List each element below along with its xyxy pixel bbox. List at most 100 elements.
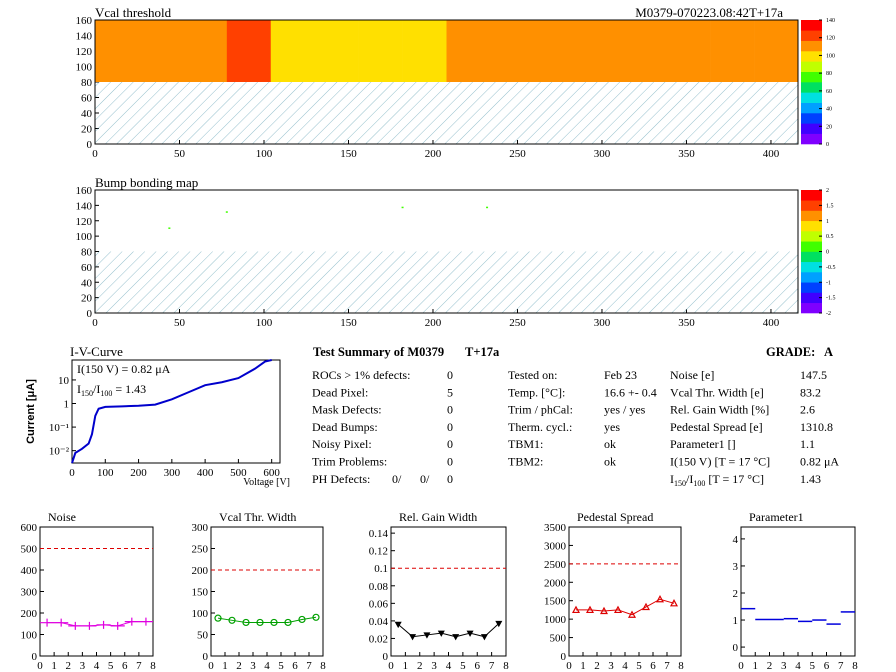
y-tick-label: 300 bbox=[21, 587, 38, 599]
x-tick-label: 0 bbox=[92, 317, 98, 329]
heat-cell bbox=[754, 20, 799, 82]
x-tick-label: 2 bbox=[594, 660, 600, 672]
summary-label: TBM2: bbox=[508, 455, 543, 469]
x-tick-label: 1 bbox=[753, 660, 759, 672]
marker bbox=[40, 618, 55, 627]
x-tick-label: 1 bbox=[51, 660, 57, 672]
x-tick-label: 4 bbox=[264, 660, 270, 672]
marker bbox=[571, 605, 581, 614]
summary-value: 0.82 μA bbox=[800, 455, 839, 469]
heat-cell bbox=[710, 20, 755, 82]
y-tick-label: 0 bbox=[561, 651, 567, 663]
missing-region bbox=[95, 251, 798, 313]
marker bbox=[82, 621, 97, 630]
summary-value: 0 bbox=[447, 420, 453, 434]
x-tick-label: 50 bbox=[174, 148, 186, 160]
summary-value: yes bbox=[604, 420, 620, 434]
x-tick-label: 3 bbox=[250, 660, 256, 672]
z-tick-label: 100 bbox=[826, 53, 835, 59]
y-tick-label: 0.08 bbox=[369, 581, 389, 593]
x-tick-label: 200 bbox=[425, 317, 442, 329]
x-tick-label: 7 bbox=[664, 660, 670, 672]
marker bbox=[627, 610, 637, 618]
palette-band bbox=[801, 302, 822, 314]
y-tick-label: 150 bbox=[192, 587, 209, 599]
summary-value: 1.43 bbox=[800, 472, 821, 486]
marker bbox=[669, 599, 679, 607]
y-tick-label: 3000 bbox=[544, 540, 567, 552]
x-tick-label: 2 bbox=[417, 660, 423, 672]
palette-band bbox=[801, 133, 822, 145]
plot-frame bbox=[94, 189, 799, 314]
summary-value: 0 bbox=[447, 455, 453, 469]
annotation-part: I(150 V) = 0.82 μA bbox=[77, 362, 171, 376]
plot-frame bbox=[94, 19, 799, 145]
y-tick-label: 0 bbox=[87, 308, 93, 320]
z-tick-label: 0.5 bbox=[826, 234, 834, 240]
marker bbox=[256, 618, 264, 627]
marker bbox=[54, 618, 69, 627]
y-tick-label: 3500 bbox=[544, 522, 567, 534]
x-tick-label: 200 bbox=[425, 148, 442, 160]
plot-frame bbox=[740, 526, 856, 657]
palette-band bbox=[801, 200, 822, 211]
z-tick-label: 140 bbox=[826, 18, 835, 24]
summary-value: 147.5 bbox=[800, 368, 827, 382]
palette-band bbox=[801, 220, 822, 232]
marker bbox=[284, 618, 292, 627]
z-tick-label: 40 bbox=[826, 107, 832, 113]
marker bbox=[214, 614, 222, 622]
y-tick-label: 10⁻¹ bbox=[49, 422, 69, 434]
x-tick-label: 4 bbox=[446, 660, 452, 672]
plot-frame bbox=[39, 526, 154, 657]
map-title: Bump bonding map bbox=[95, 175, 198, 190]
x-tick-label: 0 bbox=[738, 660, 744, 672]
summary-label: ROCs > 1% defects: bbox=[312, 368, 410, 382]
x-tick-label: 500 bbox=[230, 467, 247, 479]
x-tick-label: 7 bbox=[838, 660, 844, 672]
marker bbox=[495, 620, 503, 628]
y-tick-label: 0.12 bbox=[369, 546, 388, 558]
heat-cell bbox=[490, 20, 535, 82]
z-tick-label: 120 bbox=[826, 36, 835, 42]
marker bbox=[138, 617, 153, 626]
x-tick-label: 2 bbox=[236, 660, 242, 672]
y-tick-label: 2000 bbox=[544, 577, 567, 589]
y-tick-label: 140 bbox=[76, 31, 93, 43]
marker bbox=[437, 630, 445, 637]
y-tick-label: 0 bbox=[203, 651, 209, 663]
palette-band bbox=[801, 241, 822, 252]
summary-value: 1.1 bbox=[800, 437, 815, 451]
x-tick-label: 6 bbox=[475, 660, 481, 672]
summary-label-part: 100 bbox=[693, 479, 705, 488]
x-tick-label: 4 bbox=[795, 660, 801, 672]
summary-value: 2.6 bbox=[800, 403, 815, 417]
x-tick-label: 8 bbox=[503, 660, 509, 672]
y-tick-label: 60 bbox=[81, 262, 93, 274]
summary-label: Temp. [°C]: bbox=[508, 385, 565, 399]
palette-band bbox=[801, 210, 822, 222]
x-tick-label: 50 bbox=[174, 317, 186, 329]
x-tick-label: 6 bbox=[650, 660, 656, 672]
palette-band bbox=[801, 20, 822, 31]
palette-band bbox=[801, 251, 822, 263]
x-tick-label: 5 bbox=[108, 660, 114, 672]
heat-cell bbox=[138, 20, 184, 82]
x-tick-label: 5 bbox=[810, 660, 816, 672]
chart-title: Noise bbox=[48, 510, 76, 524]
y-tick-label: 250 bbox=[192, 544, 209, 556]
x-tick-label: 400 bbox=[763, 317, 780, 329]
x-tick-label: 0 bbox=[208, 660, 214, 672]
heat-cell bbox=[666, 20, 711, 82]
marker bbox=[409, 634, 417, 641]
palette-band bbox=[801, 231, 822, 242]
heat-cell bbox=[358, 20, 403, 82]
y-tick-label: 100 bbox=[76, 231, 93, 243]
x-tick-label: 200 bbox=[130, 467, 147, 479]
x-tick-label: 0 bbox=[37, 660, 43, 672]
y-tick-label: 0.1 bbox=[374, 563, 388, 575]
marker bbox=[270, 618, 278, 627]
x-tick-label: 150 bbox=[340, 148, 357, 160]
summary-label: Therm. cycl.: bbox=[508, 420, 572, 434]
